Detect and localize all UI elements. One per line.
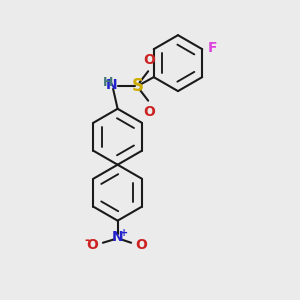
- Text: +: +: [120, 228, 128, 238]
- Text: O: O: [143, 52, 155, 67]
- Text: H: H: [103, 76, 113, 89]
- Text: O: O: [136, 238, 147, 252]
- Text: N: N: [106, 78, 118, 92]
- Text: F: F: [208, 41, 217, 55]
- Text: O: O: [87, 238, 98, 252]
- Text: -: -: [84, 234, 90, 247]
- Text: S: S: [132, 77, 144, 95]
- Text: O: O: [143, 105, 155, 119]
- Text: N: N: [112, 230, 123, 244]
